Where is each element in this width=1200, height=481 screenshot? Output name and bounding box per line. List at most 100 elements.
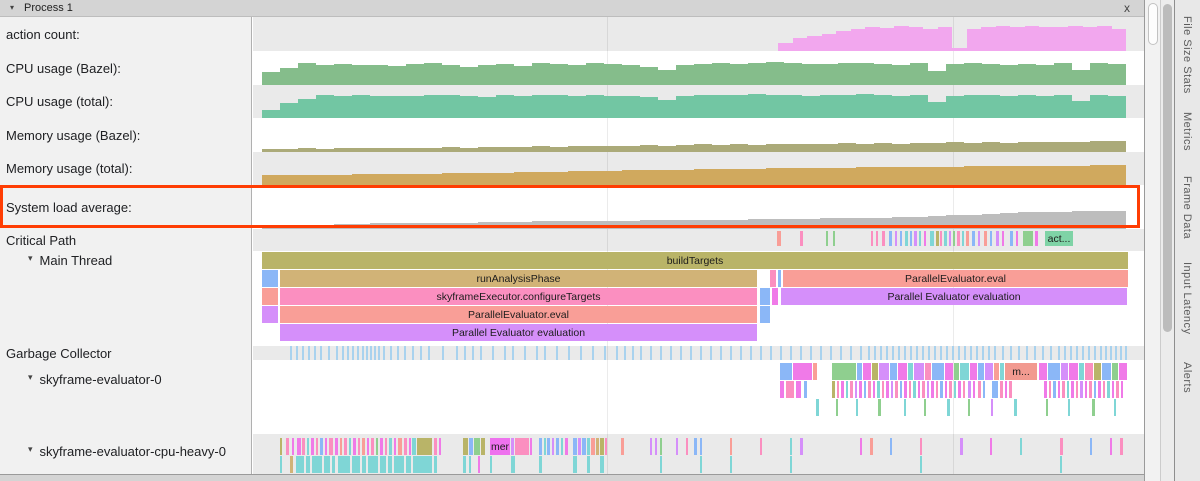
trace-span[interactable]	[367, 438, 369, 455]
trace-span[interactable]	[968, 399, 970, 416]
trace-span[interactable]	[1114, 399, 1116, 416]
trace-span[interactable]	[968, 381, 971, 398]
trace-span[interactable]	[490, 456, 492, 473]
track-cpu-bazel[interactable]	[253, 51, 1144, 85]
trace-span[interactable]	[772, 288, 778, 305]
timeline-scrollbar-thumb[interactable]	[1148, 3, 1158, 45]
trace-span[interactable]	[777, 231, 781, 246]
trace-span[interactable]	[837, 381, 839, 398]
collapse-icon[interactable]: ▾	[28, 444, 33, 454]
trace-span[interactable]	[398, 438, 402, 455]
trace-span[interactable]	[660, 438, 662, 455]
trace-span[interactable]	[793, 363, 812, 380]
trace-span[interactable]	[368, 456, 378, 473]
trace-span[interactable]	[582, 438, 586, 455]
trace-span[interactable]	[1005, 381, 1007, 398]
trace-span[interactable]	[1092, 399, 1095, 416]
trace-span[interactable]	[262, 288, 278, 305]
trace-span[interactable]	[311, 438, 314, 455]
trace-span[interactable]	[816, 399, 819, 416]
trace-span[interactable]	[876, 231, 878, 246]
trace-span[interactable]	[908, 363, 913, 380]
trace-span[interactable]	[417, 438, 432, 455]
trace-span[interactable]	[730, 438, 732, 455]
trace-span[interactable]	[469, 456, 471, 473]
collapse-icon[interactable]: ▾	[28, 253, 33, 263]
trace-span[interactable]	[790, 456, 792, 473]
trace-span[interactable]	[954, 363, 959, 380]
trace-span[interactable]	[800, 231, 803, 246]
close-icon[interactable]: x	[1124, 1, 1130, 15]
trace-span[interactable]: ParallelEvaluator.eval	[280, 306, 757, 323]
trace-span[interactable]	[1044, 381, 1047, 398]
trace-span[interactable]	[1098, 381, 1101, 398]
trace-span[interactable]	[1039, 363, 1047, 380]
trace-span[interactable]	[804, 381, 807, 398]
trace-span[interactable]	[957, 231, 960, 246]
trace-span[interactable]	[1009, 381, 1012, 398]
trace-span[interactable]	[970, 363, 977, 380]
trace-span[interactable]	[376, 438, 378, 455]
page-scrollbar[interactable]	[1160, 0, 1174, 481]
trace-span[interactable]	[409, 438, 411, 455]
trace-span[interactable]	[760, 306, 770, 323]
trace-span[interactable]	[856, 399, 858, 416]
trace-span[interactable]	[1046, 399, 1048, 416]
trace-span[interactable]	[1023, 231, 1033, 246]
trace-span[interactable]	[434, 438, 437, 455]
trace-span[interactable]	[826, 231, 828, 246]
trace-span[interactable]	[833, 231, 835, 246]
trace-span[interactable]	[530, 438, 532, 455]
trace-span[interactable]	[770, 270, 776, 287]
trace-span[interactable]	[930, 231, 934, 246]
trace-span[interactable]	[573, 456, 577, 473]
trace-span[interactable]	[605, 438, 607, 455]
trace-span[interactable]	[871, 231, 873, 246]
trace-span[interactable]	[434, 456, 437, 473]
trace-span[interactable]	[846, 381, 848, 398]
trace-span[interactable]	[800, 438, 803, 455]
trace-span[interactable]	[412, 438, 416, 455]
trace-span[interactable]	[389, 438, 392, 455]
trace-span[interactable]	[900, 231, 902, 246]
trace-span[interactable]	[290, 456, 293, 473]
trace-span[interactable]	[1094, 381, 1096, 398]
collapse-icon[interactable]: ▾	[28, 372, 33, 382]
trace-span[interactable]	[978, 231, 980, 246]
trace-span[interactable]	[895, 231, 897, 246]
trace-span[interactable]	[994, 363, 999, 380]
page-scrollbar-thumb[interactable]	[1163, 4, 1172, 332]
trace-span[interactable]	[960, 363, 969, 380]
trace-span[interactable]	[992, 381, 998, 398]
trace-span[interactable]	[949, 231, 951, 246]
trace-span[interactable]	[280, 438, 282, 455]
trace-span[interactable]	[972, 231, 975, 246]
trace-span[interactable]	[561, 438, 563, 455]
trace-span[interactable]	[944, 231, 947, 246]
trace-span[interactable]	[1112, 381, 1114, 398]
trace-span[interactable]	[439, 438, 441, 455]
trace-span[interactable]	[352, 456, 360, 473]
trace-span[interactable]	[813, 363, 817, 380]
trace-span[interactable]	[868, 381, 871, 398]
track-label-main-thread[interactable]: ▾ Main Thread	[0, 251, 251, 346]
trace-span[interactable]	[882, 381, 884, 398]
trace-span[interactable]	[954, 381, 956, 398]
trace-span[interactable]: runAnalysisPhase	[280, 270, 757, 287]
trace-span[interactable]	[388, 456, 392, 473]
tab-alerts[interactable]: Alerts	[1181, 362, 1193, 394]
trace-span[interactable]	[877, 381, 880, 398]
trace-span[interactable]	[760, 438, 762, 455]
trace-span[interactable]	[312, 456, 322, 473]
trace-span[interactable]	[306, 456, 310, 473]
trace-span[interactable]	[1085, 381, 1087, 398]
trace-span[interactable]	[1016, 231, 1018, 246]
trace-span[interactable]	[1048, 363, 1060, 380]
trace-span[interactable]	[990, 231, 992, 246]
trace-span[interactable]	[552, 438, 554, 455]
trace-span[interactable]	[904, 381, 907, 398]
trace-span[interactable]	[587, 438, 590, 455]
trace-span[interactable]	[1020, 438, 1022, 455]
trace-span[interactable]	[996, 231, 999, 246]
trace-span[interactable]	[262, 270, 278, 287]
